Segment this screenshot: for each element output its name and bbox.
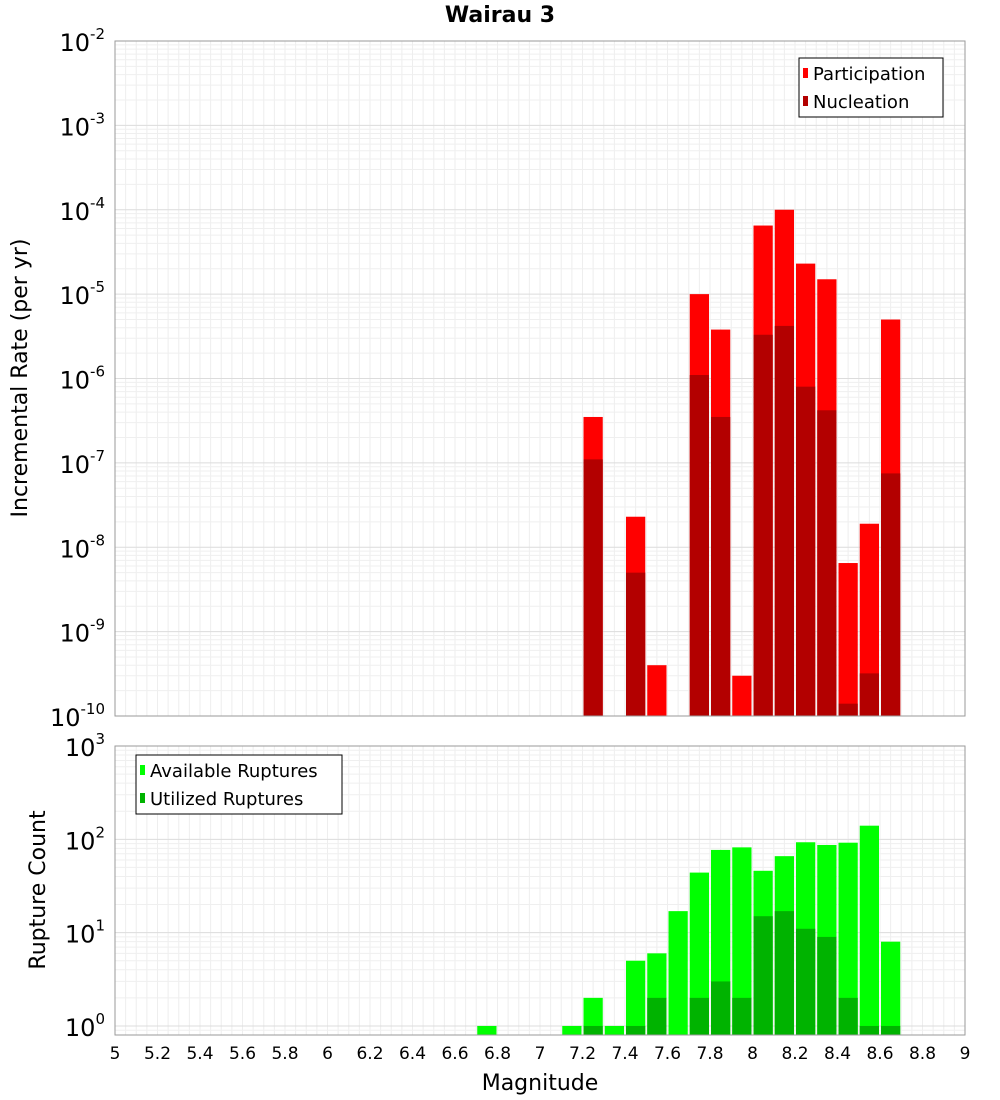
bar-utilized-ruptures-8-65 — [881, 1025, 901, 1035]
bar-utilized-ruptures-8-05 — [753, 916, 773, 1035]
x-tick-label: 8.2 — [781, 1044, 808, 1064]
bar-available-ruptures-7-45 — [626, 960, 646, 1035]
top-panel-y-axis-label: Incremental Rate (per yr) — [8, 239, 33, 518]
bar-available-ruptures-7-35 — [604, 1025, 624, 1035]
bottom-panel-y-ticks: 103 102 101 100 — [65, 730, 105, 1042]
bar-nucleation-8-65 — [881, 473, 901, 716]
bar-utilized-ruptures-7-55 — [647, 997, 667, 1035]
bar-nucleation-8-15 — [774, 325, 794, 716]
legend-label-available: Available Ruptures — [150, 761, 318, 782]
top-panel-bars — [583, 209, 901, 716]
bar-available-ruptures-7-95 — [732, 847, 752, 1035]
bar-nucleation-8-25 — [796, 386, 816, 716]
bar-participation-7-55 — [647, 665, 667, 716]
top-panel-grid — [114, 40, 966, 717]
x-tick-label: 5 — [110, 1044, 121, 1064]
x-tick-label: 5.2 — [144, 1044, 171, 1064]
bar-utilized-ruptures-8-25 — [796, 928, 816, 1035]
x-tick-label: 6 — [322, 1044, 333, 1064]
bar-available-ruptures-8-45 — [838, 842, 858, 1035]
x-tick-label: 5.4 — [186, 1044, 213, 1064]
x-tick-label: 5.8 — [271, 1044, 298, 1064]
x-tick-label: 8 — [747, 1044, 758, 1064]
bar-nucleation-8-35 — [817, 410, 837, 716]
x-tick-label: 6.2 — [356, 1044, 383, 1064]
x-tick-label: 9 — [960, 1044, 971, 1064]
bar-nucleation-7-85 — [711, 416, 731, 716]
bar-utilized-ruptures-8-15 — [774, 911, 794, 1035]
bar-utilized-ruptures-7-45 — [626, 1025, 646, 1035]
y-tick-label: 10-5 — [59, 278, 105, 310]
bar-nucleation-8-45 — [838, 703, 858, 716]
x-tick-label: 6.4 — [399, 1044, 426, 1064]
y-tick-label: 10-9 — [59, 616, 105, 648]
x-axis-label: Magnitude — [482, 1071, 599, 1096]
y-tick-label: 10-10 — [50, 700, 105, 732]
legend-swatch-participation — [803, 68, 808, 78]
x-tick-label: 5.6 — [229, 1044, 256, 1064]
x-tick-label: 6.6 — [441, 1044, 468, 1064]
y-tick-label: 10-4 — [59, 194, 105, 226]
top-panel-y-ticks: 10-2 10-3 10-4 10-5 10-6 10-7 10-8 10-9 10-10 — [50, 25, 105, 732]
bar-participation-8-55 — [859, 523, 879, 716]
bar-available-ruptures-7-75 — [689, 872, 709, 1035]
bar-participation-8-45 — [838, 563, 858, 716]
x-tick-label: 7.8 — [696, 1044, 723, 1064]
bar-nucleation-7-25 — [583, 459, 603, 716]
y-tick-label: 10-3 — [59, 109, 105, 141]
bottom-panel-frame — [114, 745, 966, 1036]
bar-participation-7-95 — [732, 675, 752, 716]
bar-utilized-ruptures-7-25 — [583, 1025, 603, 1035]
legend-label-nucleation: Nucleation — [813, 92, 909, 113]
bar-available-ruptures-7-65 — [668, 911, 688, 1035]
chart-title: Wairau 3 — [445, 3, 555, 28]
x-tick-label: 7 — [535, 1044, 546, 1064]
x-tick-label: 8.4 — [824, 1044, 851, 1064]
bar-utilized-ruptures-7-85 — [711, 981, 731, 1035]
x-tick-label: 8.8 — [909, 1044, 936, 1064]
legend-swatch-utilized — [140, 793, 145, 803]
bottom-panel-legend: Available Ruptures Utilized Ruptures — [135, 754, 343, 815]
bar-available-ruptures-7-15 — [562, 1025, 582, 1035]
y-tick-label: 102 — [65, 823, 105, 855]
y-tick-label: 101 — [65, 917, 105, 949]
bar-utilized-ruptures-8-55 — [859, 1025, 879, 1035]
bottom-panel-y-axis-label: Rupture Count — [26, 810, 51, 970]
y-tick-label: 10-7 — [59, 447, 105, 479]
legend-label-participation: Participation — [813, 64, 925, 85]
y-tick-label: 100 — [65, 1010, 105, 1042]
x-tick-label: 7.6 — [654, 1044, 681, 1064]
bar-utilized-ruptures-7-95 — [732, 997, 752, 1035]
bar-available-ruptures-6-75 — [477, 1025, 497, 1035]
legend-box — [798, 57, 944, 118]
bar-utilized-ruptures-8-35 — [817, 936, 837, 1035]
bar-nucleation-7-45 — [626, 572, 646, 716]
legend-swatch-nucleation — [803, 96, 808, 106]
bar-nucleation-8-55 — [859, 673, 879, 716]
x-tick-label: 7.2 — [569, 1044, 596, 1064]
bottom-panel-bars — [477, 825, 901, 1035]
legend-box — [135, 754, 343, 815]
bar-available-ruptures-7-25 — [583, 997, 603, 1035]
bar-available-ruptures-8-55 — [859, 825, 879, 1035]
top-panel-legend: Participation Nucleation — [798, 57, 944, 118]
y-tick-label: 10-6 — [59, 363, 105, 395]
y-tick-label: 10-2 — [59, 25, 105, 57]
x-tick-label: 8.6 — [866, 1044, 893, 1064]
bar-nucleation-8-05 — [753, 334, 773, 716]
y-tick-label: 103 — [65, 730, 105, 762]
bar-nucleation-7-75 — [689, 375, 709, 716]
legend-swatch-available — [140, 765, 145, 775]
legend-label-utilized: Utilized Ruptures — [150, 789, 303, 810]
y-tick-label: 10-8 — [59, 531, 105, 563]
bar-utilized-ruptures-8-45 — [838, 997, 858, 1035]
top-panel-frame — [114, 40, 966, 717]
bar-available-ruptures-8-65 — [881, 941, 901, 1035]
x-tick-label: 7.4 — [611, 1044, 638, 1064]
x-tick-label: 6.8 — [484, 1044, 511, 1064]
bar-utilized-ruptures-7-75 — [689, 997, 709, 1035]
x-axis-ticks: 5 5.2 5.4 5.6 5.8 6 6.2 6.4 6.6 6.8 7 7.2 7.4 7.6 7.8 8… — [110, 1044, 971, 1064]
